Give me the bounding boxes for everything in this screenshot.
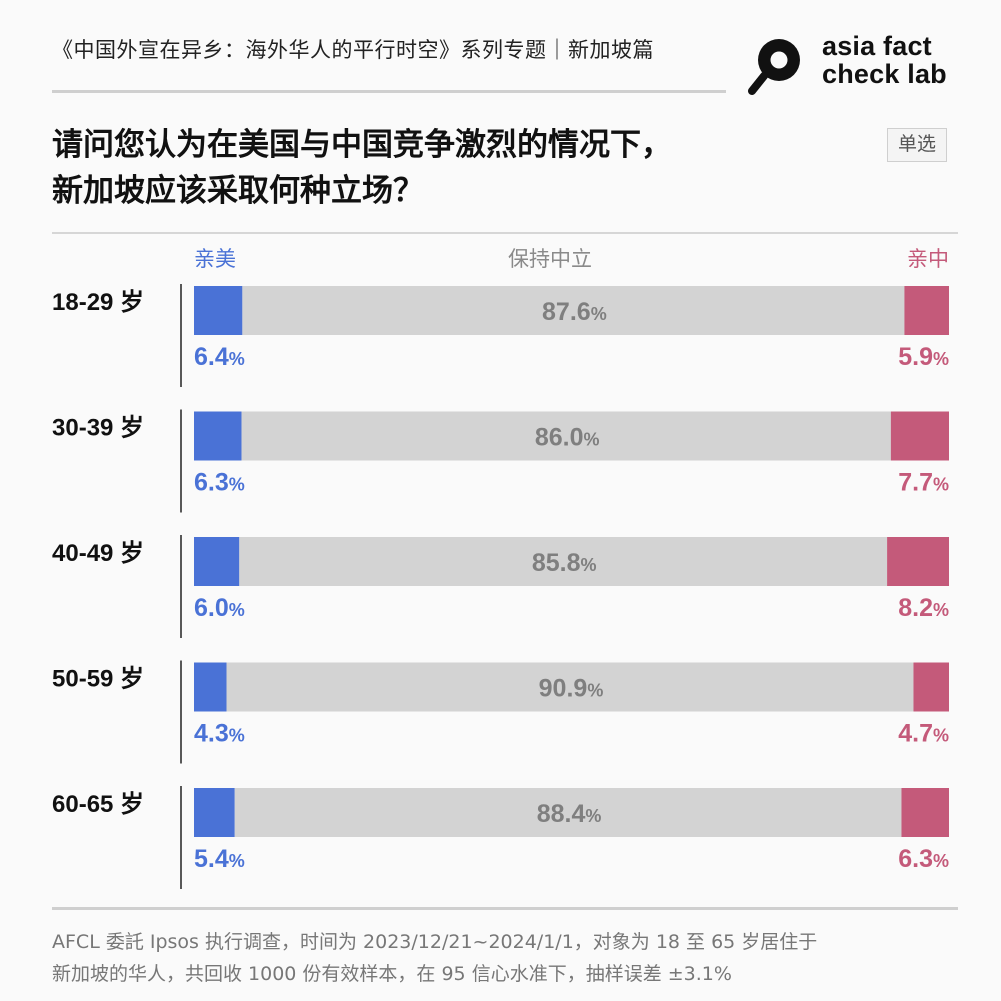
category-label-5: 60-65 岁 [52, 790, 144, 818]
bar-pro-us-4 [194, 662, 227, 712]
logo-line-1: asia fact [822, 31, 932, 61]
question-line-2: 新加坡应该采取何种立场？ [52, 173, 424, 209]
value-label-pro-us-3: 6.0% [194, 594, 245, 622]
logo-line-2: check lab [822, 59, 947, 89]
brand-logo: asia fact check lab [822, 32, 947, 88]
category-label-1: 18-29 岁 [52, 288, 144, 316]
bar-pro-china-3 [887, 537, 949, 586]
value-label-pro-china-1: 5.9% [898, 343, 949, 371]
value-label-neutral-3: 85.8% [532, 549, 597, 577]
value-label-pro-us-5: 5.4% [194, 845, 245, 873]
bar-neutral-2 [241, 411, 891, 461]
legend-pro-us: 亲美 [194, 247, 236, 271]
value-label-neutral-2: 86.0% [535, 424, 600, 452]
legend-pro-china: 亲中 [907, 247, 949, 271]
magnifier-logo-icon [748, 39, 800, 95]
bar-pro-us-5 [194, 788, 235, 837]
category-label-3: 40-49 岁 [52, 539, 144, 567]
bar-pro-us-2 [194, 411, 242, 461]
value-label-pro-china-2: 7.7% [898, 469, 949, 497]
value-label-pro-us-1: 6.4% [194, 343, 245, 371]
bar-pro-china-5 [901, 788, 949, 837]
bar-neutral-4 [226, 662, 914, 712]
bar-pro-us-1 [194, 286, 243, 335]
value-label-pro-china-5: 6.3% [898, 845, 949, 873]
footnote-line-2: 新加坡的华人，共回收 1000 份有效样本，在 95 信心水准下，抽样误差 ±3… [52, 963, 732, 985]
chart-top-divider [52, 232, 958, 234]
survey-footnote: AFCL 委託 Ipsos 执行调查，时间为 2023/12/21~2024/1… [52, 926, 952, 990]
category-label-2: 30-39 岁 [52, 414, 144, 442]
question-title: 请问您认为在美国与中国竞争激烈的情况下， 新加坡应该采取何种立场？ [52, 122, 672, 214]
bar-neutral-1 [242, 286, 905, 335]
header-divider [52, 90, 726, 93]
question-line-1: 请问您认为在美国与中国竞争激烈的情况下， [52, 127, 672, 163]
value-label-neutral-4: 90.9% [539, 675, 604, 703]
bar-pro-china-1 [904, 286, 949, 335]
bar-pro-us-3 [194, 537, 240, 586]
value-label-pro-china-3: 8.2% [898, 594, 949, 622]
legend-neutral: 保持中立 [508, 247, 592, 271]
value-label-pro-us-2: 6.3% [194, 469, 245, 497]
series-title: 《中国外宣在异乡：海外华人的平行时空》系列专题｜新加坡篇 [52, 38, 654, 62]
value-label-neutral-1: 87.6% [542, 298, 607, 326]
value-label-pro-china-4: 4.7% [898, 720, 949, 748]
value-label-pro-us-4: 4.3% [194, 720, 245, 748]
category-label-4: 50-59 岁 [52, 665, 144, 693]
value-label-neutral-5: 88.4% [537, 800, 602, 828]
footer-divider [52, 907, 958, 910]
bar-neutral-5 [234, 788, 902, 837]
bar-pro-china-2 [890, 411, 949, 461]
footnote-line-1: AFCL 委託 Ipsos 执行调查，时间为 2023/12/21~2024/1… [52, 931, 818, 953]
bar-neutral-3 [239, 537, 888, 586]
bar-pro-china-4 [913, 662, 949, 712]
single-choice-tag: 单选 [887, 128, 947, 162]
